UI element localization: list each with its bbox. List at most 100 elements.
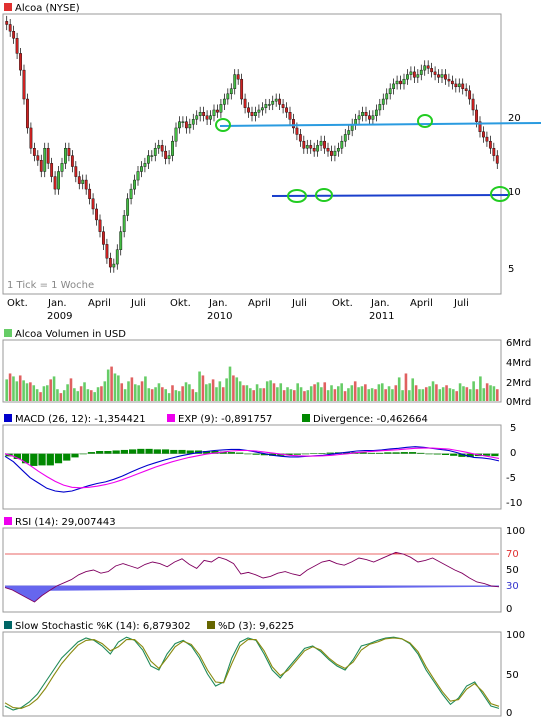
- price-candle: [492, 148, 496, 156]
- divergence-legend-label: Divergence: -0,462664: [313, 414, 428, 425]
- divergence-bar: [466, 453, 474, 458]
- price-candle: [264, 104, 268, 108]
- price-candle: [240, 78, 244, 100]
- marker-circle-jan-2010: [215, 118, 231, 132]
- price-candle: [84, 179, 88, 190]
- price-candle: [340, 140, 344, 149]
- stoch-plot: [4, 636, 500, 711]
- divergence-bar: [96, 451, 104, 454]
- volume-bar: [336, 386, 340, 401]
- price-y-tick-20: 20: [508, 113, 521, 124]
- divergence-bar: [227, 452, 236, 454]
- price-candle: [184, 121, 188, 129]
- volume-bar: [320, 387, 323, 401]
- x-label-jul-2011: Juli: [453, 298, 469, 309]
- divergence-bar: [392, 452, 400, 454]
- volume-bar: [242, 385, 245, 401]
- volume-bar: [414, 385, 418, 401]
- volume-bar: [357, 387, 360, 401]
- price-candle: [326, 148, 330, 152]
- rsi-y-tick-30: 30: [506, 581, 519, 592]
- volume-bar: [377, 384, 381, 401]
- volume-bar: [83, 382, 86, 401]
- volume-bar: [367, 389, 371, 401]
- volume-bar: [465, 387, 469, 401]
- volume-y-tick-4: 4Mrd: [506, 358, 531, 369]
- volume-panel: Alcoa Volumen in USD 6Mrd 4Mrd 2Mrd 0Mrd: [2, 329, 531, 408]
- divergence-bar: [301, 453, 310, 455]
- volume-bar: [42, 386, 46, 401]
- volume-bar: [411, 378, 415, 401]
- price-candle: [423, 65, 427, 71]
- price-candle: [129, 188, 133, 199]
- rsi-line: [4, 551, 500, 603]
- price-candle: [46, 148, 50, 164]
- price-candle: [447, 78, 451, 82]
- divergence-bar: [186, 450, 194, 454]
- volume-bar: [25, 383, 29, 401]
- price-candle: [226, 93, 230, 100]
- volume-bar: [123, 389, 127, 401]
- price-candle: [64, 148, 67, 164]
- volume-bar: [49, 379, 52, 401]
- price-candle: [309, 145, 313, 149]
- divergence-bar: [104, 451, 112, 454]
- price-candle: [336, 148, 340, 152]
- stoch-d-legend-swatch: [207, 621, 215, 629]
- price-candle: [195, 115, 199, 120]
- divergence-bar: [359, 452, 367, 454]
- price-candle: [319, 140, 323, 146]
- rsi-y-tick-50: 50: [506, 565, 519, 576]
- volume-bar: [225, 378, 228, 401]
- volume-bar: [350, 385, 354, 401]
- divergence-bar: [376, 452, 384, 454]
- divergence-bar: [318, 453, 326, 454]
- divergence-bar: [458, 453, 466, 457]
- volume-bar: [188, 384, 191, 401]
- x-label-apr-2010: April: [248, 298, 271, 309]
- x-label-okt-2009: Okt.: [170, 298, 191, 309]
- volume-bar: [113, 373, 117, 401]
- price-candle: [202, 112, 206, 116]
- divergence-bar: [161, 449, 170, 454]
- volume-bar: [279, 383, 283, 401]
- price-candle: [150, 155, 154, 157]
- volume-bar: [249, 388, 252, 401]
- price-candle: [295, 127, 299, 135]
- price-candle: [160, 145, 164, 152]
- volume-bar: [496, 389, 499, 401]
- volume-bar: [458, 383, 462, 401]
- price-candle: [402, 78, 406, 85]
- stoch-y-tick-50: 50: [506, 670, 519, 681]
- support-line-bottom: [271, 194, 511, 197]
- price-candle: [347, 130, 351, 135]
- price-candle: [57, 171, 60, 190]
- rsi-plot: [4, 551, 500, 603]
- divergence-bar: [408, 452, 417, 454]
- volume-bar: [201, 375, 205, 401]
- volume-bar: [150, 389, 154, 401]
- price-candle: [381, 98, 385, 105]
- volume-bar: [22, 380, 25, 401]
- price-candle: [236, 74, 240, 80]
- volume-bar: [69, 378, 73, 401]
- volume-bar: [93, 392, 96, 401]
- price-candle: [178, 121, 181, 129]
- x-label-jan-2010: Jan.: [208, 298, 228, 309]
- volume-bar: [479, 376, 482, 401]
- macd-panel-frame: [2, 424, 502, 510]
- volume-bar: [347, 388, 350, 401]
- price-candle: [416, 74, 420, 78]
- price-candle: [171, 140, 174, 156]
- volume-bar: [435, 384, 438, 401]
- volume-bar: [221, 387, 225, 401]
- volume-bar: [448, 388, 452, 401]
- price-candle: [343, 134, 347, 142]
- divergence-bar: [211, 451, 219, 454]
- volume-bar: [431, 381, 435, 401]
- price-candle: [354, 119, 358, 125]
- volume-bar: [103, 381, 107, 401]
- price-candle: [43, 148, 47, 172]
- volume-bar: [252, 390, 255, 401]
- date-axis: Okt. Jan. 2009 April Juli Okt. Jan. 2010…: [7, 298, 469, 322]
